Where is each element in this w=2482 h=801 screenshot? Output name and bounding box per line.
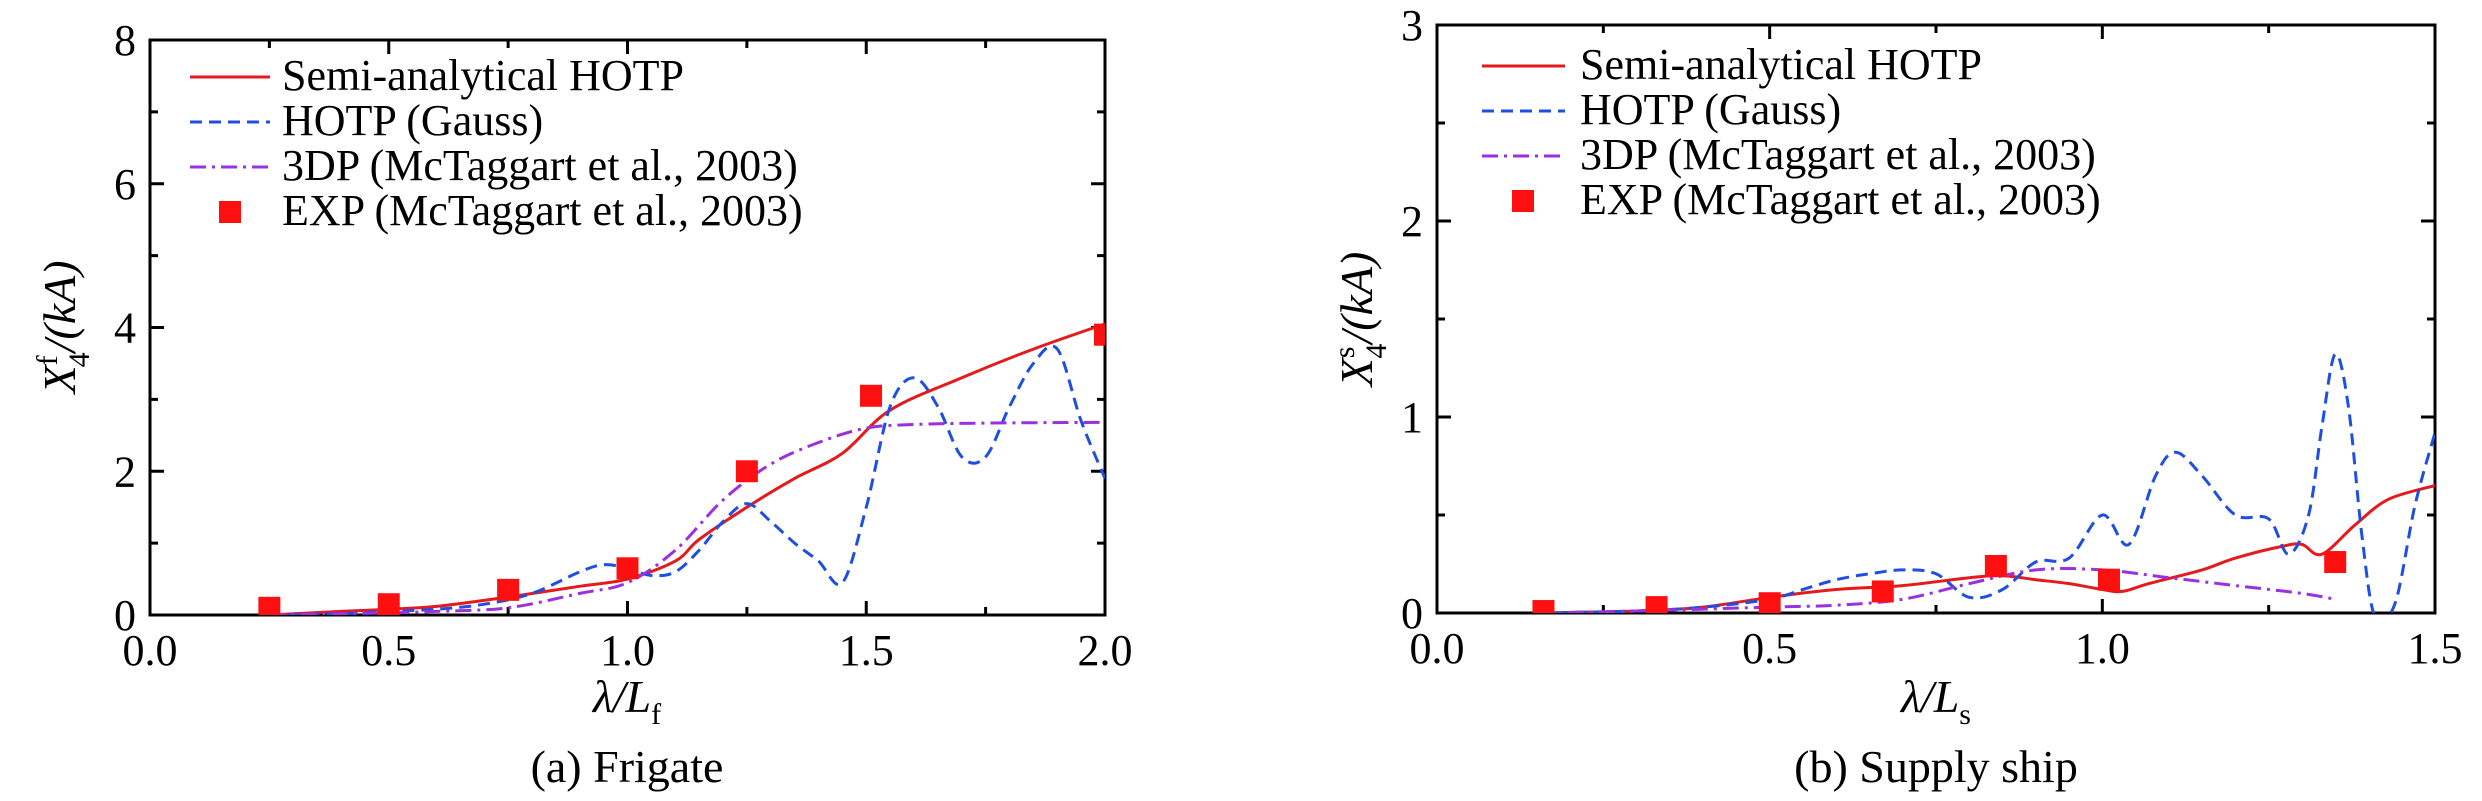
x-tick-label: 1.0 [600,626,655,675]
y-tick-label: 0 [1401,589,1423,638]
chart-caption: (a) Frigate [531,741,724,792]
series-line-gauss [269,344,1105,615]
exp-marker [860,384,883,407]
legend-label-gauss: HOTP (Gauss) [282,96,543,145]
exp-marker [735,460,758,483]
x-axis-label: λ/Lf [591,671,661,731]
exp-marker [258,596,281,615]
x-axis-label: λ/Ls [1899,671,1971,731]
exp-marker [1645,596,1668,613]
x-tick-label: 2.0 [1078,626,1133,675]
exp-marker [1532,600,1555,613]
exp-marker [2097,568,2120,591]
exp-marker [497,578,520,601]
x-axis-ticks: 0.0 0.5 1.0 1.5 2.0 [123,40,1133,675]
series-line-semi [269,322,1105,615]
exp-marker [1984,554,2007,577]
x-tick-label: 1.5 [839,626,894,675]
series-line-3dp [269,420,1105,615]
y-axis-ticks: 0 2 4 6 8 [114,16,1105,640]
exp-marker [1094,323,1105,346]
legend: Semi-analytical HOTP HOTP (Gauss) 3DP (M… [190,51,803,235]
x-axis-ticks: 0.0 0.5 1.0 1.5 [1410,25,2463,673]
x-tick-label: 0.0 [1410,624,1465,673]
series-line-gauss [1536,352,2435,613]
legend-swatch-exp [1512,190,1534,212]
y-axis-label: Xf4/(kA) [31,260,96,395]
legend-label-3dp: 3DP (McTaggart et al., 2003) [282,141,798,190]
series-layer [1532,352,2435,613]
x-tick-label: 0.0 [123,626,178,675]
legend-label-3dp: 3DP (McTaggart et al., 2003) [1580,130,2096,179]
exp-marker [377,593,400,615]
exp-marker [1758,592,1781,613]
legend-label-exp: EXP (McTaggart et al., 2003) [1580,175,2101,224]
y-tick-label: 2 [1401,197,1423,246]
x-tick-label: 0.5 [361,626,416,675]
chart-supply-ship: 0.0 0.5 1.0 1.5 0 1 2 3 Semi-analytical HOTP H… [1328,1,2463,792]
legend-label-exp: EXP (McTaggart et al., 2003) [282,186,803,235]
legend: Semi-analytical HOTP HOTP (Gauss) 3DP (M… [1482,40,2101,224]
legend-label-gauss: HOTP (Gauss) [1580,85,1841,134]
y-tick-label: 3 [1401,1,1423,50]
legend-swatch-exp [219,201,241,223]
x-tick-label: 1.0 [2075,624,2130,673]
y-tick-label: 0 [114,591,136,640]
legend-label-semi: Semi-analytical HOTP [282,51,684,100]
y-tick-label: 2 [114,447,136,496]
x-tick-label: 1.5 [2408,624,2463,673]
y-axis-label: Xs4/(kA) [1328,252,1393,389]
legend-label-semi: Semi-analytical HOTP [1580,40,1982,89]
series-line-3dp [1536,567,2336,613]
series-layer [258,322,1105,615]
x-tick-label: 0.5 [1742,624,1797,673]
y-axis-ticks: 0 1 2 3 [1401,1,2435,638]
y-tick-label: 4 [114,304,136,353]
exp-marker [616,557,639,580]
chart-caption: (b) Supply ship [1794,741,2078,792]
y-tick-label: 1 [1401,393,1423,442]
y-tick-label: 6 [114,160,136,209]
chart-frigate: 0.0 0.5 1.0 1.5 2.0 0 2 4 6 8 Semi-analytical HO… [31,16,1133,792]
exp-marker [1871,580,1894,603]
exp-marker [2324,551,2347,574]
y-tick-label: 8 [114,16,136,65]
